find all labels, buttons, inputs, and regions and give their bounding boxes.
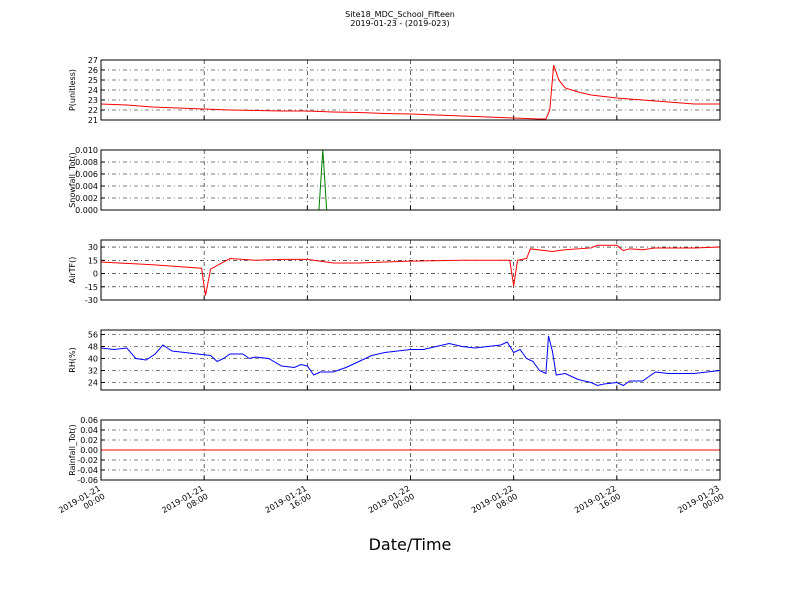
y-tick-label: 0.04 — [80, 426, 98, 435]
y-tick-label: 25 — [88, 76, 98, 85]
plot-frame — [100, 329, 721, 391]
y-tick-label: 0.02 — [80, 436, 98, 445]
y-tick-label: -30 — [85, 296, 98, 305]
plot-frame — [100, 419, 721, 481]
plot-frame — [100, 59, 721, 121]
y-tick-label: 30 — [88, 243, 98, 252]
y-tick-label: 0.004 — [75, 182, 98, 191]
y-tick-label: 26 — [88, 66, 98, 75]
y-tick-label: 0.000 — [75, 206, 98, 215]
x-tick-label: 2019-01-2300:00 — [676, 484, 725, 523]
x-tick-label: 2019-01-2216:00 — [573, 484, 622, 523]
y-tick-label: 23 — [88, 96, 98, 105]
data-line — [100, 335, 721, 387]
y-tick-label: 40 — [88, 355, 98, 364]
chart-title: Site18_MDC_School_Fifteen — [345, 10, 455, 19]
y-tick-label: 22 — [88, 106, 98, 115]
plot-frame — [100, 239, 721, 301]
y-axis-title: RH(%) — [68, 347, 77, 372]
y-tick-label: 27 — [88, 56, 98, 65]
y-axis-title: AirTF() — [68, 257, 77, 284]
plot-frame — [100, 149, 721, 211]
y-tick-label: -15 — [85, 283, 98, 292]
y-tick-label: -0.06 — [77, 476, 98, 485]
x-tick-label: 2019-01-2200:00 — [367, 484, 416, 523]
y-tick-label: 15 — [88, 256, 98, 265]
y-tick-label: 0.002 — [75, 194, 98, 203]
y-tick-label: 0.008 — [75, 158, 98, 167]
x-tick-label: 2019-01-2208:00 — [470, 484, 519, 523]
x-tick-label: 2019-01-2108:00 — [160, 484, 209, 523]
data-line — [100, 64, 720, 120]
y-axis-title: Snowfall_Tot() — [68, 152, 77, 208]
y-tick-label: 24 — [88, 379, 98, 388]
data-line — [100, 244, 721, 296]
x-axis-title: Date/Time — [369, 535, 452, 554]
y-tick-label: 48 — [88, 343, 98, 352]
y-tick-label: 21 — [88, 116, 98, 125]
x-tick-label: 2019-01-2116:00 — [264, 484, 313, 523]
y-tick-label: 32 — [88, 367, 98, 376]
chart-subtitle: 2019-01-23 - (2019-023) — [350, 19, 449, 28]
y-tick-label: 0.00 — [80, 446, 98, 455]
y-axis-title: P(unitless) — [68, 69, 77, 111]
x-tick-label: 2019-01-2100:00 — [57, 484, 106, 523]
y-tick-label: -0.02 — [77, 456, 98, 465]
y-tick-label: 24 — [88, 86, 98, 95]
y-tick-label: 0.010 — [75, 146, 98, 155]
y-axis-title: Rainfall_Tot() — [68, 424, 77, 476]
y-tick-label: 0.06 — [80, 416, 98, 425]
y-tick-label: 56 — [88, 331, 98, 340]
y-tick-label: -0.04 — [77, 466, 98, 475]
y-tick-label: 0.006 — [75, 170, 98, 179]
y-tick-label: 0 — [93, 270, 98, 279]
